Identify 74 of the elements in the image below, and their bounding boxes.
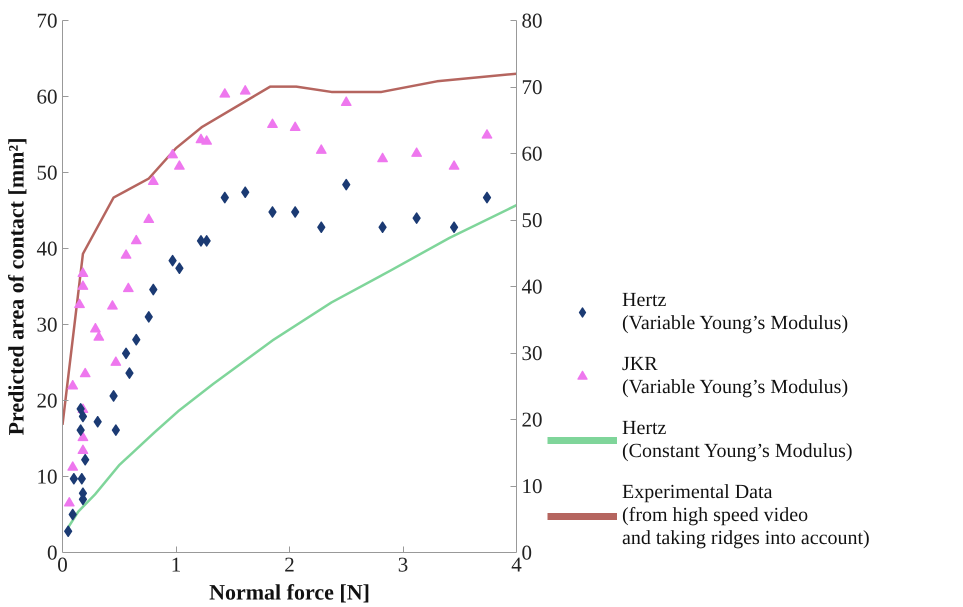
point bbox=[167, 148, 178, 158]
point bbox=[77, 444, 88, 454]
y2-tick-label: 10 bbox=[522, 474, 542, 498]
point bbox=[268, 206, 277, 218]
x-tick-label: 1 bbox=[170, 552, 182, 576]
point bbox=[64, 496, 75, 506]
point bbox=[143, 213, 154, 224]
point bbox=[450, 221, 458, 234]
legend-label: JKR (Variable Young’s Modulus) bbox=[622, 353, 848, 399]
legend-label: Experimental Data (from high speed video and taking ridges into account) bbox=[622, 481, 870, 550]
y-tick-label: 50 bbox=[36, 160, 58, 184]
point bbox=[122, 282, 134, 292]
point bbox=[77, 431, 88, 442]
legend-label: Hertz (Variable Young’s Modulus) bbox=[622, 289, 848, 335]
y-tick-label: 60 bbox=[36, 84, 58, 108]
point bbox=[74, 298, 86, 308]
y2-tick-label: 60 bbox=[522, 142, 542, 166]
x-axis-title: Normal force [N] bbox=[209, 580, 370, 604]
point bbox=[77, 280, 88, 290]
point bbox=[266, 118, 278, 128]
legend-label: Hertz (Constant Young’s Modulus) bbox=[622, 417, 853, 463]
point bbox=[412, 212, 421, 224]
point bbox=[70, 472, 78, 485]
point bbox=[93, 331, 104, 341]
y-tick-label: 70 bbox=[36, 8, 58, 32]
point bbox=[168, 254, 177, 267]
point bbox=[67, 461, 78, 471]
point bbox=[76, 402, 85, 415]
y-tick-label: 40 bbox=[36, 236, 58, 260]
line-series bbox=[62, 72, 516, 426]
y-axis-title: Predicted area of contact [mm²] bbox=[4, 138, 28, 436]
y2-tick-label: 20 bbox=[522, 408, 542, 432]
point bbox=[109, 390, 118, 402]
point bbox=[202, 234, 211, 247]
point bbox=[316, 144, 327, 154]
point bbox=[340, 96, 352, 106]
point bbox=[240, 84, 251, 95]
y2-tick-label: 80 bbox=[522, 8, 542, 32]
y2-tick-label: 40 bbox=[522, 274, 542, 298]
point bbox=[481, 128, 492, 139]
point bbox=[378, 221, 387, 234]
point bbox=[90, 322, 101, 332]
y-tick-label: 20 bbox=[36, 388, 58, 412]
point bbox=[80, 368, 91, 378]
point bbox=[174, 160, 185, 170]
point bbox=[377, 152, 388, 162]
point bbox=[290, 121, 301, 132]
y2-tick-label: 70 bbox=[522, 75, 542, 99]
point bbox=[219, 88, 230, 98]
point bbox=[112, 424, 120, 436]
point bbox=[77, 267, 88, 277]
point bbox=[110, 356, 122, 366]
point bbox=[411, 147, 422, 157]
point bbox=[130, 234, 142, 244]
point bbox=[201, 135, 212, 145]
point bbox=[482, 192, 492, 204]
point bbox=[68, 508, 77, 520]
point bbox=[76, 424, 85, 436]
x-tick-label: 3 bbox=[398, 552, 408, 576]
point bbox=[125, 367, 134, 380]
point bbox=[448, 160, 460, 170]
point bbox=[122, 347, 130, 360]
y2-tick-label: 30 bbox=[522, 341, 542, 365]
y-tick-label: 10 bbox=[36, 464, 58, 488]
point bbox=[148, 175, 159, 186]
point bbox=[120, 249, 132, 259]
point bbox=[175, 262, 184, 274]
y2-tick-label: 50 bbox=[522, 208, 542, 232]
point bbox=[106, 300, 118, 310]
point bbox=[67, 380, 78, 390]
x-tick-label: 2 bbox=[284, 552, 295, 576]
y-tick-label: 30 bbox=[36, 312, 58, 336]
point bbox=[78, 410, 88, 422]
x-tick-label: 4 bbox=[511, 552, 522, 576]
